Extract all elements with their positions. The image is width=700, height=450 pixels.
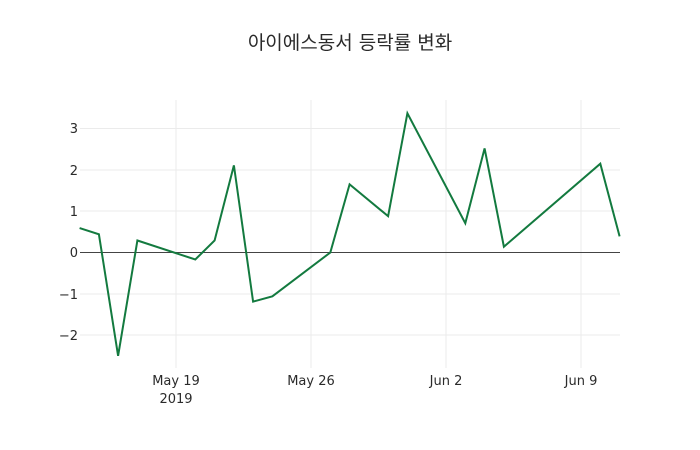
y-axis-labels: 3 2 1 0 −1 −2 bbox=[59, 122, 78, 344]
x-axis-labels: May 19 2019 May 26 Jun 2 Jun 9 bbox=[152, 374, 597, 407]
chart-title: 아이에스동서 등락률 변화 bbox=[247, 32, 453, 54]
x-tick-may26: May 26 bbox=[287, 374, 335, 389]
x-gridlines bbox=[175, 100, 582, 368]
y-tick-0: 0 bbox=[70, 246, 78, 261]
x-tick-year: 2019 bbox=[159, 392, 192, 407]
series-line bbox=[79, 110, 621, 356]
y-tick-2: 2 bbox=[70, 164, 78, 179]
x-tick-jun9: Jun 9 bbox=[564, 374, 598, 389]
y-gridlines bbox=[80, 128, 620, 336]
y-tick-minus-2: −2 bbox=[59, 329, 78, 344]
x-tick-jun2: Jun 2 bbox=[429, 374, 463, 389]
x-tick-may19: May 19 bbox=[152, 374, 200, 389]
y-tick-minus-1: −1 bbox=[59, 288, 78, 303]
y-tick-3: 3 bbox=[70, 122, 78, 137]
y-tick-1: 1 bbox=[70, 205, 78, 220]
